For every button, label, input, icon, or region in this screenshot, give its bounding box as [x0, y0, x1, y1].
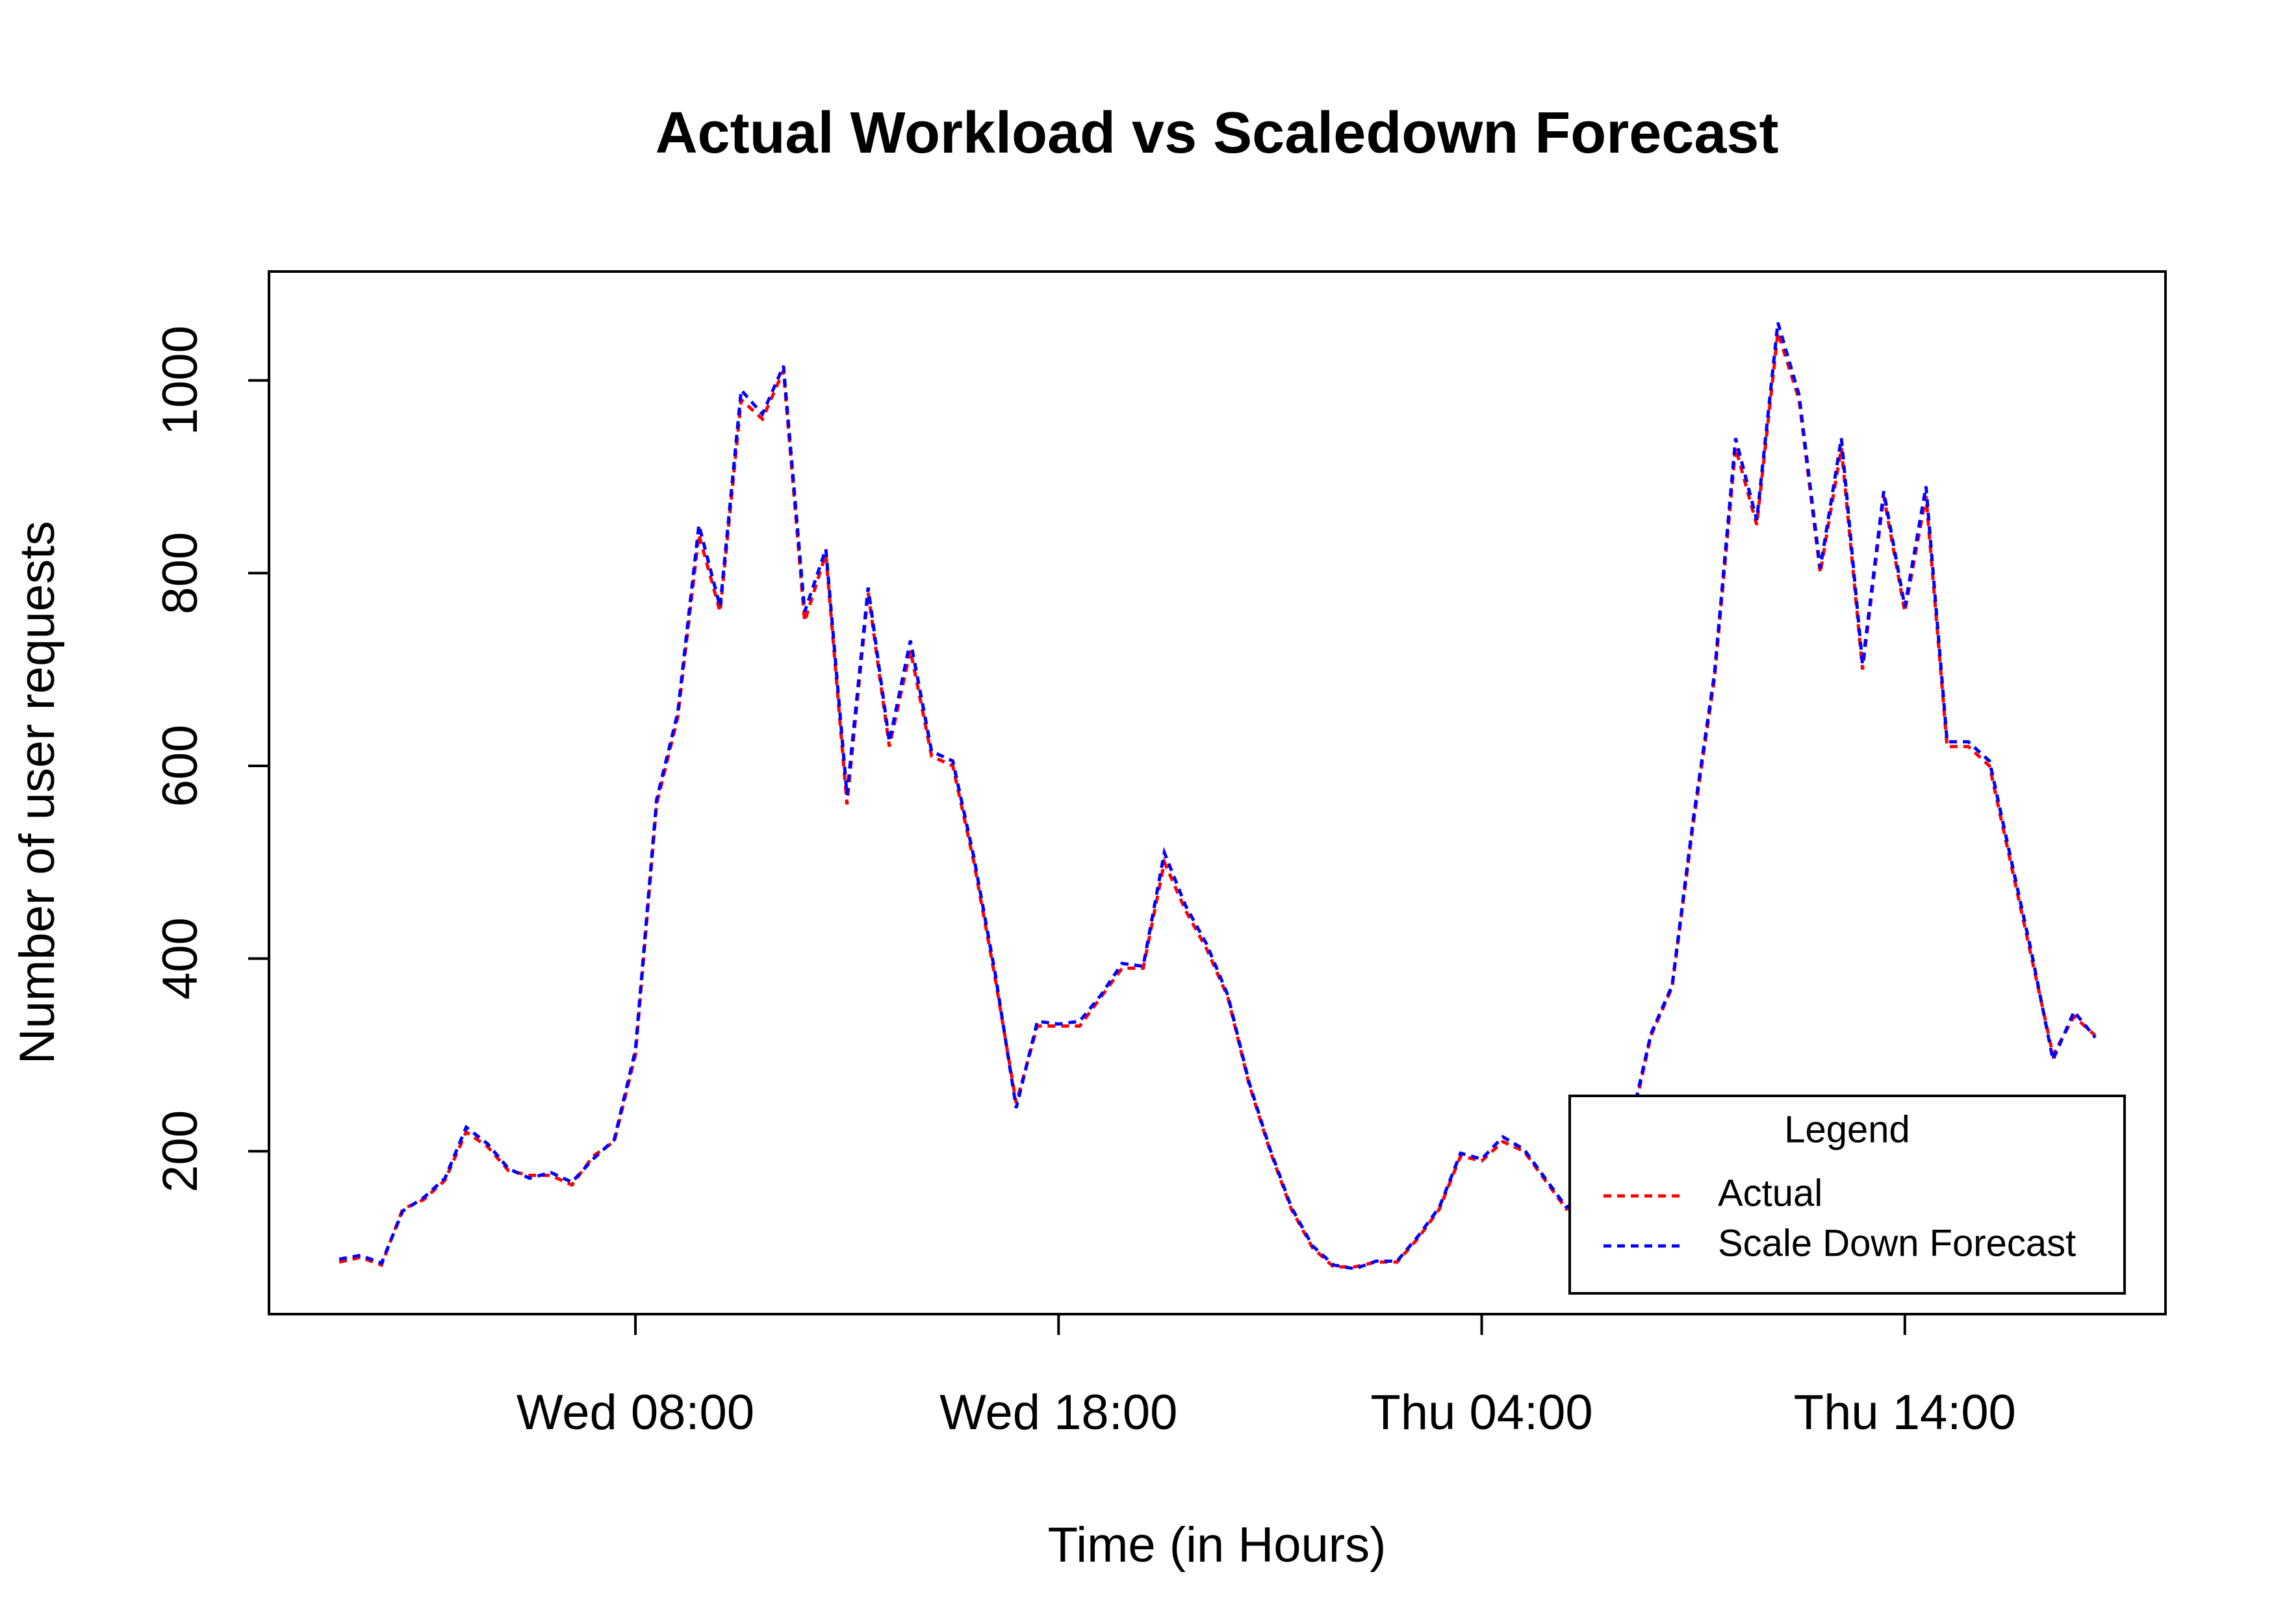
chart-title: Actual Workload vs Scaledown Forecast: [656, 101, 1779, 166]
y-tick-label: 600: [153, 725, 208, 807]
x-tick-label: Thu 14:00: [1794, 1385, 2016, 1440]
legend-label: Scale Down Forecast: [1718, 1222, 2076, 1264]
y-tick-label: 1000: [153, 325, 208, 435]
legend-title: Legend: [1784, 1108, 1910, 1150]
x-tick-label: Wed 08:00: [517, 1385, 754, 1440]
y-tick-label: 400: [153, 917, 208, 1000]
x-tick-label: Wed 18:00: [939, 1385, 1177, 1440]
series-line: [339, 322, 2097, 1271]
legend-label: Actual: [1718, 1172, 1822, 1214]
y-axis-title: Number of user requests: [10, 521, 65, 1064]
x-axis-title: Time (in Hours): [1048, 1517, 1386, 1573]
plot-frame: [268, 270, 2167, 1315]
x-tick-label: Thu 04:00: [1370, 1385, 1592, 1440]
y-tick-label: 200: [153, 1110, 208, 1193]
y-tick-label: 800: [153, 532, 208, 615]
